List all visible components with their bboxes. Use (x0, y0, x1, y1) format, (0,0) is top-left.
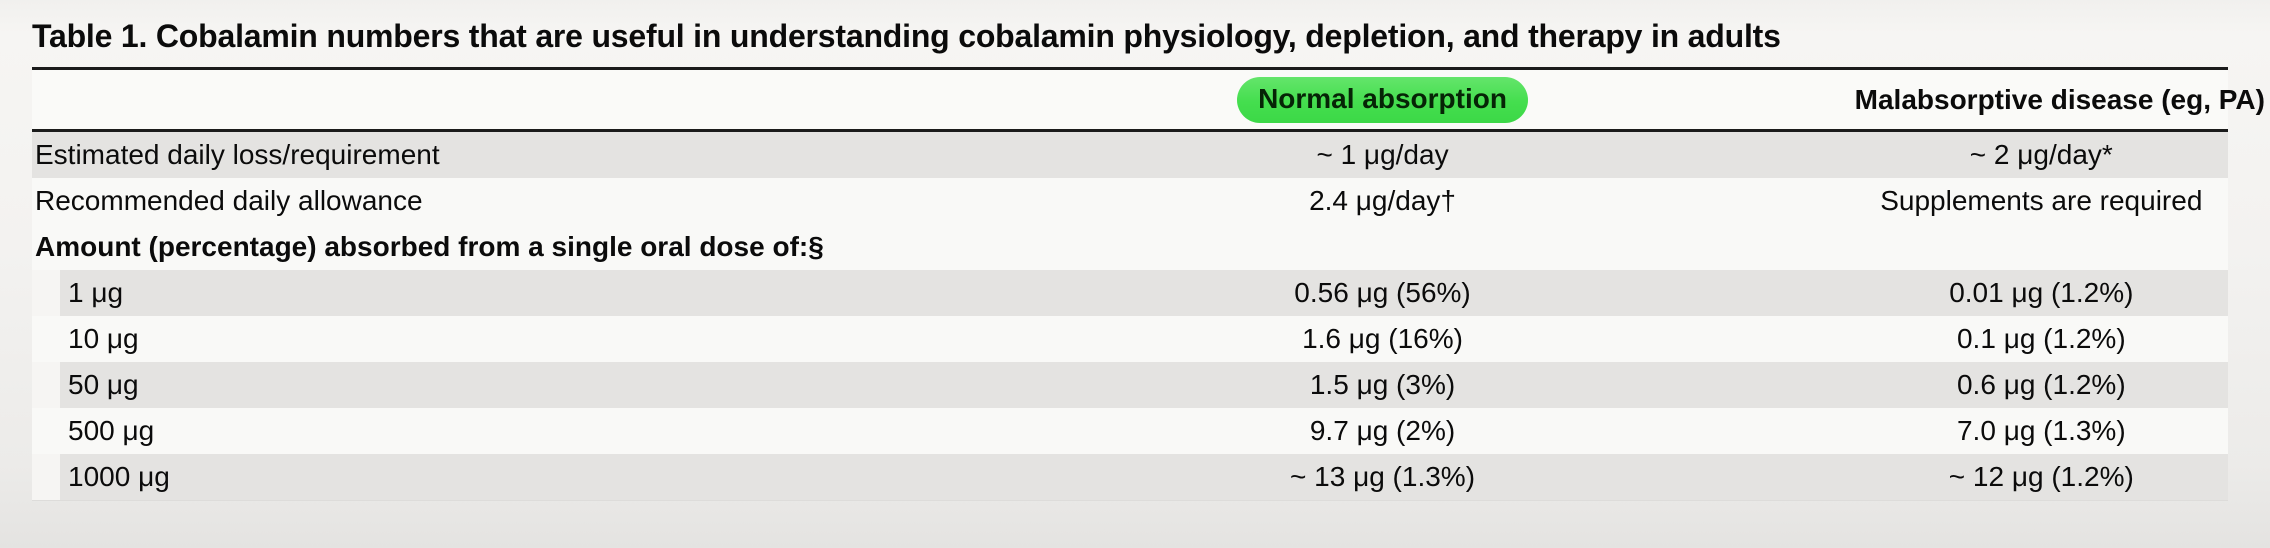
table-row-rda: Recommended daily allowance 2.4 μg/day† … (32, 178, 2228, 224)
row-label: 500 μg (68, 415, 155, 446)
row-label: Recommended daily allowance (35, 185, 423, 216)
table-page: Table 1. Cobalamin numbers that are usef… (32, 16, 2265, 501)
row-label: 1 μg (68, 277, 124, 308)
value-malabsorptive: 0.1 μg (1.2%) (1956, 323, 2126, 354)
table-row-daily-loss: Estimated daily loss/requirement ~ 1 μg/… (32, 132, 2228, 178)
row-label: 1000 μg (68, 461, 170, 492)
value-normal: ~ 1 μg/day (1316, 139, 1449, 170)
table-body: Estimated daily loss/requirement ~ 1 μg/… (32, 132, 2228, 501)
table-row-dose-1000ug: 1000 μg ~ 13 μg (1.3%) ~ 12 μg (1.2%) (32, 454, 2228, 500)
normal-absorption-highlight: Normal absorption (1237, 76, 1528, 123)
value-normal: 9.7 μg (2%) (1309, 415, 1456, 446)
column-header-malabsorptive-disease: Malabsorptive disease (eg, PA) (1854, 83, 2265, 115)
value-normal: 1.5 μg (3%) (1309, 369, 1456, 400)
row-label: 50 μg (68, 369, 139, 400)
row-label: Estimated daily loss/requirement (35, 139, 440, 170)
value-malabsorptive: 0.6 μg (1.2%) (1956, 369, 2126, 400)
column-header-normal-absorption: Normal absorption (910, 76, 1854, 123)
value-normal: 2.4 μg/day† (1309, 185, 1456, 216)
table-header-row: Normal absorption Malabsorptive disease … (32, 70, 2265, 132)
value-normal: 0.56 μg (56%) (1294, 277, 1471, 308)
section-label: Amount (percentage) absorbed from a sing… (35, 231, 824, 262)
value-normal: ~ 13 μg (1.3%) (1290, 461, 1476, 492)
value-malabsorptive: ~ 2 μg/day* (1969, 139, 2113, 170)
value-normal: 1.6 μg (16%) (1302, 323, 1463, 354)
row-label: 10 μg (68, 323, 139, 354)
table-row-dose-10ug: 10 μg 1.6 μg (16%) 0.1 μg (1.2%) (32, 316, 2228, 362)
table-row-section-absorbed-dose: Amount (percentage) absorbed from a sing… (32, 224, 2228, 270)
cobalamin-table: Normal absorption Malabsorptive disease … (32, 70, 2265, 501)
value-malabsorptive: 0.01 μg (1.2%) (1949, 277, 2134, 308)
table-row-dose-500ug: 500 μg 9.7 μg (2%) 7.0 μg (1.3%) (32, 408, 2228, 454)
value-malabsorptive: 7.0 μg (1.3%) (1956, 415, 2126, 446)
value-malabsorptive: ~ 12 μg (1.2%) (1948, 461, 2134, 492)
table-row-dose-50ug: 50 μg 1.5 μg (3%) 0.6 μg (1.2%) (32, 362, 2228, 408)
value-malabsorptive: Supplements are required (1880, 185, 2203, 216)
table-row-dose-1ug: 1 μg 0.56 μg (56%) 0.01 μg (1.2%) (32, 270, 2228, 316)
table-title: Table 1. Cobalamin numbers that are usef… (32, 16, 2228, 70)
